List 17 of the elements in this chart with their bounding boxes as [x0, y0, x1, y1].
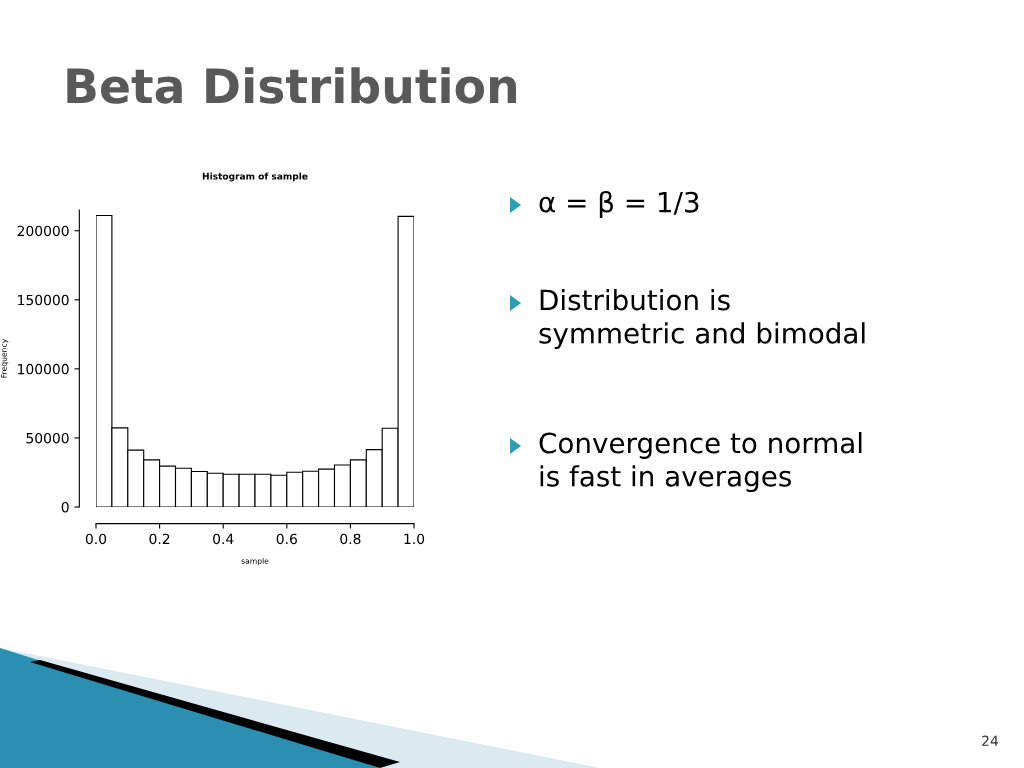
y-tick-label: 50000: [26, 432, 69, 444]
y-tick-label: 0: [61, 501, 69, 513]
text: Beta Distribution: [67, 67, 516, 104]
text: α = β = 1/3: [539, 191, 699, 219]
text: Convergence to normal is fast in averages: [539, 432, 862, 493]
chart-title: Histogram of sample: [202, 172, 308, 182]
x-tick-label: 1.0: [404, 533, 425, 545]
x-tick-label: 0.2: [149, 533, 170, 545]
y-tick-label: 150000: [18, 294, 69, 306]
x-tick-label: 0.4: [213, 533, 234, 545]
y-tick-label: 200000: [17, 225, 69, 237]
x-tick-label: 0.8: [340, 533, 361, 545]
y-tick-label: 100000: [18, 363, 69, 375]
x-tick-label: 0.6: [276, 533, 297, 545]
text: 24: [982, 735, 999, 746]
text: Distribution is symmetric and bimodal: [539, 289, 865, 350]
x-tick-label: 0.0: [85, 533, 107, 545]
